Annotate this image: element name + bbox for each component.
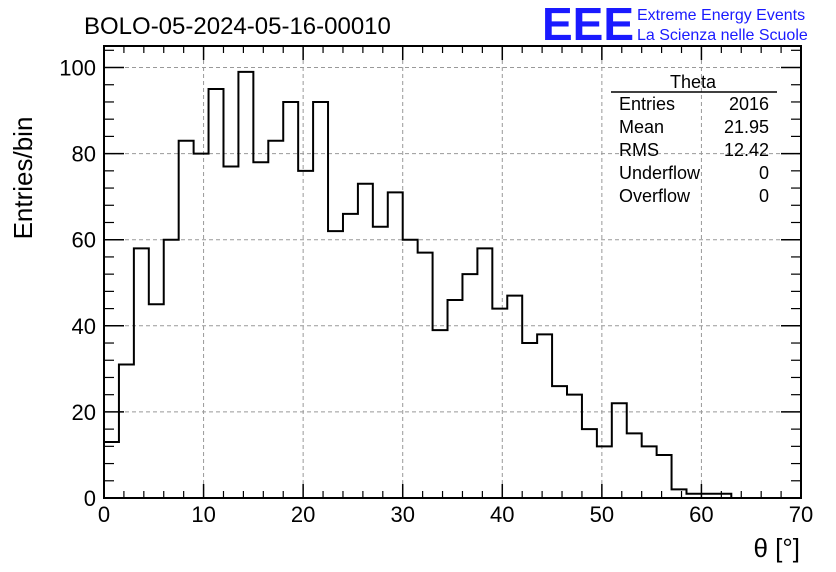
stats-value: 12.42 (724, 140, 769, 160)
x-tick-label: 0 (98, 502, 110, 527)
logo: EEE Extreme Energy Events La Scienza nel… (542, 0, 808, 50)
x-tick-label: 20 (291, 502, 315, 527)
x-tick-label: 70 (789, 502, 813, 527)
y-tick-label: 100 (59, 56, 96, 81)
stats-value: 0 (759, 186, 769, 206)
x-tick-label: 10 (191, 502, 215, 527)
x-tick-label: 60 (689, 502, 713, 527)
stats-label: Entries (619, 94, 675, 114)
stats-value: 0 (759, 163, 769, 183)
logo-mark: EEE (542, 0, 634, 50)
x-tick-label: 50 (590, 502, 614, 527)
histogram-line (103, 70, 747, 499)
stats-label: Overflow (619, 186, 691, 206)
stats-label: Underflow (619, 163, 701, 183)
y-tick-label: 20 (72, 400, 96, 425)
x-tick-label: 40 (490, 502, 514, 527)
stats-box: Theta Entries 2016 Mean 21.95 RMS 12.42 Underf… (611, 72, 777, 206)
y-tick-label: 80 (72, 142, 96, 167)
x-axis-label: θ [°] (753, 533, 800, 563)
tick-labels: 0 10 20 30 40 50 60 70 0 20 40 60 80 100 (59, 56, 813, 527)
logo-line-1: Extreme Energy Events (637, 7, 805, 24)
chart-title: BOLO-05-2024-05-16-00010 (84, 13, 391, 40)
plot-frame (103, 45, 802, 499)
y-axis-label: Entries/bin (8, 117, 38, 240)
y-tick-label: 40 (72, 314, 96, 339)
x-tick-label: 30 (390, 502, 414, 527)
grid (104, 46, 801, 498)
y-tick-label: 60 (72, 228, 96, 253)
stats-value: 21.95 (724, 117, 769, 137)
logo-line-2: La Scienza nelle Scuole (637, 27, 808, 44)
stats-value: 2016 (729, 94, 769, 114)
stats-title: Theta (670, 72, 717, 92)
stats-label: Mean (619, 117, 664, 137)
y-tick-label: 0 (84, 486, 96, 511)
stats-label: RMS (619, 140, 659, 160)
